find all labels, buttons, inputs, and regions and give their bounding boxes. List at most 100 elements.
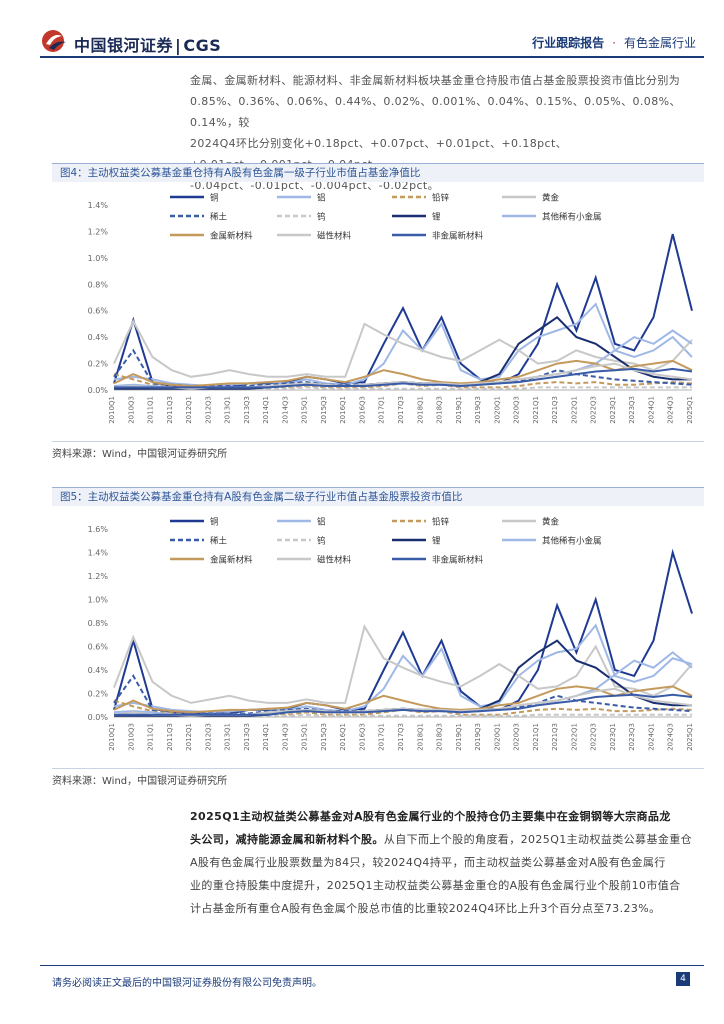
intro-line: -0.04pct、-0.01pct、-0.004pct、-0.02pct。 bbox=[190, 179, 440, 192]
section-heading-line2: 头公司，减持能源金属和新材料个股。 bbox=[190, 833, 384, 846]
logo-chinese-name: 中国银河证券 bbox=[74, 36, 174, 55]
y-tick-label: 0.8% bbox=[88, 280, 109, 289]
y-tick-label: 0.6% bbox=[88, 307, 109, 316]
x-tick-label: 2010Q1 bbox=[108, 723, 116, 751]
series-line-金属新材料 bbox=[113, 685, 693, 714]
x-tick-label: 2021Q1 bbox=[532, 396, 540, 424]
x-tick-label: 2017Q3 bbox=[397, 396, 405, 424]
x-tick-label: 2020Q3 bbox=[513, 396, 521, 424]
x-tick-label: 2019Q1 bbox=[455, 396, 463, 424]
legend-label: 金属新材料 bbox=[210, 555, 253, 566]
legend-label: 锂 bbox=[432, 212, 441, 223]
x-tick-label: 2021Q3 bbox=[551, 723, 559, 751]
y-tick-label: 1.2% bbox=[88, 572, 109, 581]
logo-brand: CGS bbox=[183, 36, 222, 55]
y-tick-label: 0.0% bbox=[88, 386, 109, 395]
body-line: 计占基金所有重仓A股有色金属个股总市值的比重较2024Q4环比上升3个百分点至7… bbox=[190, 902, 661, 915]
legend-label: 非金属新材料 bbox=[432, 231, 484, 242]
y-tick-label: 1.2% bbox=[88, 227, 109, 236]
x-tick-label: 2010Q1 bbox=[108, 396, 116, 424]
figure5-source-divider bbox=[52, 768, 704, 769]
series-line-金属新材料 bbox=[113, 359, 693, 388]
x-tick-label: 2020Q1 bbox=[493, 723, 501, 751]
y-tick-label: 0.4% bbox=[88, 333, 109, 342]
section-body: 2025Q1主动权益类公募基金对A股有色金属行业的个股持仓仍主要集中在金铜钢等大… bbox=[190, 805, 695, 920]
y-tick-label: 0.8% bbox=[88, 619, 109, 628]
legend-label: 黄金 bbox=[542, 517, 560, 528]
x-tick-label: 2014Q1 bbox=[262, 723, 270, 751]
legend-label: 钨 bbox=[317, 212, 326, 223]
company-logo-text: 中国银河证券 | CGS bbox=[74, 36, 222, 55]
legend-label: 非金属新材料 bbox=[432, 555, 484, 566]
x-tick-label: 2022Q3 bbox=[590, 396, 598, 424]
x-tick-label: 2021Q3 bbox=[551, 396, 559, 424]
legend-label: 金属新材料 bbox=[210, 231, 253, 242]
x-tick-label: 2022Q1 bbox=[570, 723, 578, 751]
y-tick-label: 0.0% bbox=[88, 713, 109, 722]
x-tick-label: 2025Q1 bbox=[686, 396, 694, 424]
x-tick-label: 2023Q1 bbox=[609, 723, 617, 751]
x-tick-label: 2011Q1 bbox=[147, 723, 155, 751]
x-tick-label: 2014Q3 bbox=[281, 723, 289, 751]
x-tick-label: 2018Q3 bbox=[436, 396, 444, 424]
y-tick-label: 1.0% bbox=[88, 596, 109, 605]
x-tick-label: 2012Q1 bbox=[185, 723, 193, 751]
x-tick-label: 2016Q3 bbox=[358, 723, 366, 751]
series-line-其他稀有小金属 bbox=[113, 651, 693, 716]
x-tick-label: 2021Q1 bbox=[532, 723, 540, 751]
figure5-source: 资料来源：Wind，中国银河证券研究所 bbox=[52, 776, 228, 787]
x-tick-label: 2018Q1 bbox=[416, 396, 424, 424]
x-tick-label: 2020Q1 bbox=[493, 396, 501, 424]
legend-label: 铅锌 bbox=[432, 517, 450, 528]
legend-label: 黄金 bbox=[542, 193, 560, 204]
y-tick-label: 1.4% bbox=[88, 201, 109, 210]
x-tick-label: 2017Q3 bbox=[397, 723, 405, 751]
x-tick-label: 2022Q3 bbox=[590, 723, 598, 751]
x-tick-label: 2014Q1 bbox=[262, 396, 270, 424]
x-tick-label: 2011Q3 bbox=[166, 723, 174, 751]
x-tick-label: 2023Q3 bbox=[628, 396, 636, 424]
body-line: A股有色金属行业股票数量为84只，较2024Q4持平，而主动权益类公募基金对A股… bbox=[190, 856, 666, 869]
legend-label: 其他稀有小金属 bbox=[542, 536, 602, 547]
page-number: 4 bbox=[676, 972, 690, 986]
x-tick-label: 2014Q3 bbox=[281, 396, 289, 424]
x-tick-label: 2010Q3 bbox=[127, 396, 135, 424]
x-tick-label: 2012Q3 bbox=[204, 396, 212, 424]
figure4-source-divider bbox=[52, 441, 704, 442]
x-tick-label: 2016Q3 bbox=[358, 396, 366, 424]
x-tick-label: 2024Q3 bbox=[667, 723, 675, 751]
series-line-稀土 bbox=[113, 348, 693, 387]
x-tick-label: 2010Q3 bbox=[127, 723, 135, 751]
figure5-line-chart: 0.0% 0.2% 0.4% 0.6% 0.8% 1.0% 1.2% 1.4% 1.6% 2010… bbox=[88, 517, 694, 751]
x-tick-label: 2012Q1 bbox=[185, 396, 193, 424]
x-tick-label: 2015Q1 bbox=[301, 396, 309, 424]
y-tick-label: 1.6% bbox=[88, 525, 109, 534]
x-tick-label: 2013Q1 bbox=[224, 396, 232, 424]
legend-label: 铝 bbox=[317, 517, 326, 528]
intro-line: 金属、金属新材料、能源材料、非金属新材料板块基金重仓持股市值占基金股票投资市值比… bbox=[190, 74, 681, 87]
legend-label: 铜 bbox=[210, 193, 219, 204]
figure4-source: 资料来源：Wind，中国银河证券研究所 bbox=[52, 449, 228, 460]
y-tick-label: 0.6% bbox=[88, 643, 109, 652]
x-tick-label: 2012Q3 bbox=[204, 723, 212, 751]
sector-name: 有色金属行业 bbox=[623, 36, 696, 50]
x-tick-label: 2019Q3 bbox=[474, 723, 482, 751]
series-line-铝 bbox=[113, 623, 693, 714]
x-tick-label: 2016Q1 bbox=[339, 396, 347, 424]
body-line: 业的重仓持股集中度提升，2025Q1主动权益类公募基金重仓的A股有色金属行业个股… bbox=[190, 879, 681, 892]
x-tick-label: 2019Q3 bbox=[474, 396, 482, 424]
legend-label: 铝 bbox=[317, 193, 326, 204]
legend-label: 铅锌 bbox=[432, 193, 450, 204]
figure5-title-bar bbox=[52, 487, 704, 506]
x-tick-label: 2013Q3 bbox=[243, 723, 251, 751]
x-tick-label: 2024Q3 bbox=[667, 396, 675, 424]
intro-line: 0.85%、0.36%、0.06%、0.44%、0.02%、0.001%、0.0… bbox=[190, 95, 681, 129]
y-tick-label: 0.2% bbox=[88, 360, 109, 369]
x-tick-label: 2024Q1 bbox=[647, 396, 655, 424]
legend-label: 磁性材料 bbox=[317, 231, 352, 242]
x-tick-label: 2024Q1 bbox=[647, 723, 655, 751]
x-tick-label: 2013Q3 bbox=[243, 396, 251, 424]
x-tick-label: 2022Q1 bbox=[570, 396, 578, 424]
x-tick-label: 2023Q3 bbox=[628, 723, 636, 751]
cgs-logo-icon bbox=[42, 30, 66, 52]
